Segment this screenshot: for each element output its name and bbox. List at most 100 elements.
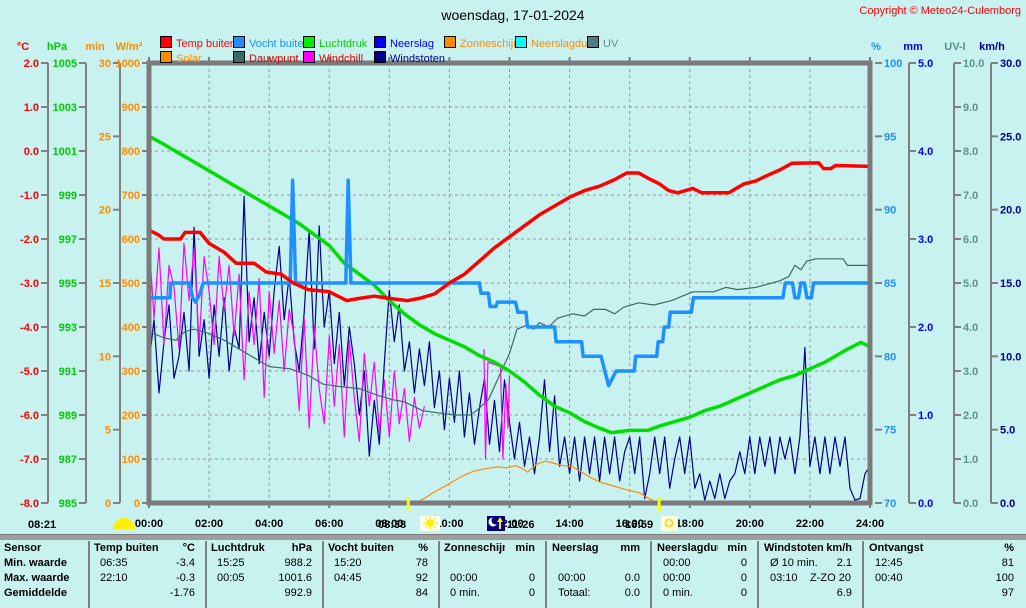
table-cell-value: 0 <box>740 572 747 584</box>
table-cell-value: 92 <box>415 572 428 584</box>
legend-swatch-icon <box>303 36 315 48</box>
table-cell-time: Totaal: <box>558 587 591 599</box>
table-col-name: Neerslag <box>552 542 599 554</box>
table-separator <box>321 541 324 608</box>
axis-tick-label: 2.0 <box>24 58 39 70</box>
legend-swatch-icon <box>444 36 456 48</box>
axis-tick-label: 4.0 <box>918 146 933 158</box>
legend-swatch-icon <box>233 36 245 48</box>
legend-label: Windchill <box>319 53 364 65</box>
legend-label: Neerslag <box>390 38 435 50</box>
table-row-label: Gemiddelde <box>4 587 67 599</box>
axis-tick-label: 100 <box>122 454 140 466</box>
sun-moon-marker: 08:21 <box>28 518 135 531</box>
axis-tick-label: 95 <box>884 131 896 143</box>
axis-tick-label: 7.0 <box>963 190 978 202</box>
axis-tick-label: 0.0 <box>963 498 978 510</box>
legend-label: Neerslagduur <box>531 38 598 50</box>
x-axis-label: 04:00 <box>255 518 283 530</box>
axis-tick-label: 5.0 <box>1000 425 1015 437</box>
axis-tick-label: 2.0 <box>963 410 978 422</box>
series-solar <box>416 460 659 504</box>
table-separator <box>862 541 864 608</box>
axis-tick-label: 20.0 <box>1000 205 1021 217</box>
legend-swatch-icon <box>160 36 172 48</box>
axis-tick-label: 1005 <box>53 58 77 70</box>
table-cell-value: 0 <box>740 587 747 599</box>
table-col-unit: min <box>727 542 747 554</box>
table-cell-time: 12:45 <box>875 557 903 569</box>
divider-bar <box>0 534 1026 540</box>
axis-tick-label: 4.0 <box>963 322 978 334</box>
legend-swatch-icon <box>233 51 245 63</box>
table-cell-time: 00:00 <box>663 557 691 569</box>
table-col-name: Temp buiten <box>94 542 159 554</box>
table-cell-value: 0.0 <box>624 587 640 599</box>
table-cell-time: 00:40 <box>875 572 903 584</box>
axis-tick-label: 2.0 <box>918 322 933 334</box>
table-cell-time: 03:10 <box>770 572 798 584</box>
axis-tick-label: 5 <box>105 425 111 437</box>
table-cell-value: 2.1 <box>836 557 852 569</box>
table-cell-value: Z-ZO 20.9 <box>810 572 852 584</box>
legend-swatch-icon <box>303 51 315 63</box>
axis-tick-label: 600 <box>122 234 140 246</box>
axis-tick-label: 5.0 <box>918 58 933 70</box>
table-col-name: Windstoten <box>764 542 824 554</box>
axis-tick-label: 10.0 <box>1000 351 1021 363</box>
moon-shadow <box>491 516 500 525</box>
axis-tick-label: 3.0 <box>963 366 978 378</box>
axis-tick-label: -5.0 <box>20 366 39 378</box>
legend-swatch-icon <box>515 36 527 48</box>
table-col-name: Luchtdruk <box>211 542 265 554</box>
x-axis-label: 24:00 <box>856 518 884 530</box>
sun-core <box>426 519 434 527</box>
x-axis-label: 10:00 <box>435 518 463 530</box>
table-cell-time: 00:00 <box>558 572 586 584</box>
legend-item-neerslag: Neerslag <box>374 34 434 50</box>
table-cell-time: 04:45 <box>334 572 362 584</box>
table-col-unit: °C <box>182 542 195 554</box>
table-cell-value: 6.9 <box>836 587 852 599</box>
axis-tick-label: 1001 <box>53 146 77 158</box>
x-axis-label: 00:00 <box>135 518 163 530</box>
axis-tick-label: 3.0 <box>918 234 933 246</box>
table-cell-value: 0 <box>740 557 747 569</box>
table-separator <box>650 541 652 608</box>
axis-unit-label: UV-I <box>944 41 965 53</box>
axis-tick-label: 700 <box>122 190 140 202</box>
sun-ray <box>424 517 427 520</box>
axis-tick-label: 993 <box>59 322 77 334</box>
table-cell-time: 15:25 <box>217 557 245 569</box>
table-col-unit: min <box>515 542 535 554</box>
table-row-label: Max. waarde <box>4 572 70 584</box>
table-cell-time: 22:10 <box>100 572 128 584</box>
axis-tick-label: 30.0 <box>1000 58 1021 70</box>
series-windstoten <box>148 195 871 501</box>
legend-label: Zonneschijn <box>460 38 520 50</box>
table-separator <box>204 541 207 608</box>
axis-tick-label: 30 <box>99 58 111 70</box>
axis-tick-label: 90 <box>884 205 896 217</box>
table-cell-value: 1001.6 <box>278 572 312 584</box>
table-row-label: Sensor <box>4 542 42 554</box>
axis-tick-label: 800 <box>122 146 140 158</box>
table-cell-value: 0 <box>528 587 535 599</box>
axis-tick-label: -7.0 <box>20 454 39 466</box>
table-separator <box>757 541 759 608</box>
x-axis-label: 14:00 <box>556 518 584 530</box>
x-axis-label: 20:00 <box>736 518 764 530</box>
axis-tick-label: 997 <box>59 234 77 246</box>
axis-tick-label: 20 <box>99 205 111 217</box>
table-cell-time: Ø 10 min. <box>770 557 818 569</box>
table-cell-value: -3.4 <box>176 557 195 569</box>
table-cell-time: 0 min. <box>450 587 480 599</box>
table-cell-value: 81 <box>1001 557 1014 569</box>
table-col-unit: km/h <box>826 542 852 554</box>
table-col-unit: hPa <box>291 542 312 554</box>
axis-tick-label: 100 <box>884 58 902 70</box>
axis-tick-label: -2.0 <box>20 234 39 246</box>
legend-item-luchtdruk: Luchtdruk <box>303 34 367 50</box>
axis-tick-label: -8.0 <box>20 498 39 510</box>
